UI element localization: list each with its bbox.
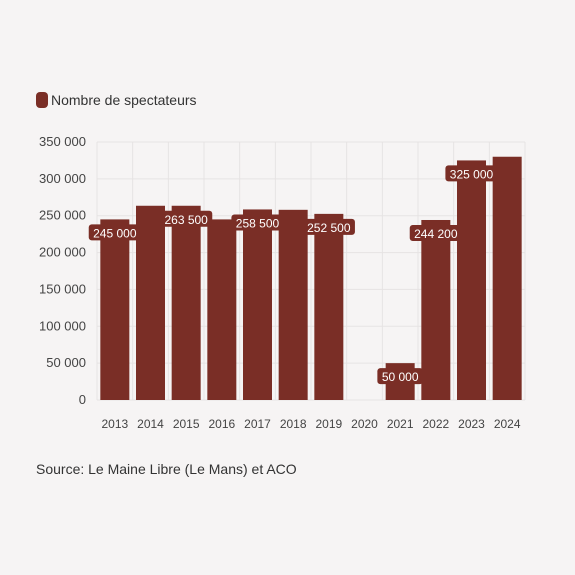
x-tick-label: 2021 bbox=[387, 417, 414, 431]
data-label-bg bbox=[409, 224, 462, 241]
y-tick-label: 0 bbox=[79, 392, 86, 407]
x-tick-label: 2019 bbox=[315, 417, 342, 431]
data-label: 325 000 bbox=[450, 167, 494, 181]
bar-2013 bbox=[100, 219, 130, 400]
data-label: 245 000 bbox=[93, 226, 137, 240]
legend-label: Nombre de spectateurs bbox=[51, 92, 197, 108]
data-label: 50 000 bbox=[382, 370, 419, 384]
bar-2015 bbox=[171, 205, 201, 400]
data-label-bg bbox=[231, 214, 284, 231]
x-tick-label: 2018 bbox=[280, 417, 307, 431]
bar-2017 bbox=[243, 209, 272, 400]
bar-2023 bbox=[457, 160, 486, 400]
x-tick-label: 2015 bbox=[173, 417, 200, 431]
x-tick-label: 2017 bbox=[244, 417, 271, 431]
x-tick-label: 2023 bbox=[458, 417, 485, 431]
bar-2018 bbox=[278, 209, 308, 400]
data-label-bg bbox=[377, 368, 423, 385]
y-tick-label: 200 000 bbox=[39, 245, 86, 260]
data-label: 252 500 bbox=[307, 221, 351, 235]
y-tick-label: 300 000 bbox=[39, 171, 86, 186]
x-tick-label: 2024 bbox=[494, 417, 521, 431]
y-tick-label: 50 000 bbox=[46, 355, 86, 370]
y-tick-label: 100 000 bbox=[39, 318, 86, 333]
bar-2022 bbox=[421, 219, 451, 400]
y-tick-label: 250 000 bbox=[39, 208, 86, 223]
bar-2024 bbox=[492, 156, 522, 400]
data-label-bg bbox=[445, 165, 498, 182]
data-label-bg bbox=[160, 210, 213, 227]
data-label: 244 200 bbox=[414, 227, 458, 241]
data-label-bg bbox=[302, 218, 355, 235]
bar-2019 bbox=[314, 213, 344, 400]
x-tick-label: 2016 bbox=[208, 417, 235, 431]
x-tick-label: 2014 bbox=[137, 417, 164, 431]
y-tick-label: 150 000 bbox=[39, 281, 86, 296]
data-label: 263 500 bbox=[164, 213, 208, 227]
x-tick-label: 2022 bbox=[422, 417, 449, 431]
source-note: Source: Le Maine Libre (Le Mans) et ACO bbox=[36, 461, 297, 477]
data-label-bg bbox=[88, 224, 141, 241]
y-tick-label: 350 000 bbox=[39, 134, 86, 149]
data-label: 258 500 bbox=[236, 216, 280, 230]
bar-2016 bbox=[207, 219, 237, 400]
legend-swatch bbox=[36, 92, 48, 108]
x-tick-label: 2013 bbox=[101, 417, 128, 431]
legend: Nombre de spectateurs bbox=[36, 91, 197, 109]
x-tick-label: 2020 bbox=[351, 417, 378, 431]
